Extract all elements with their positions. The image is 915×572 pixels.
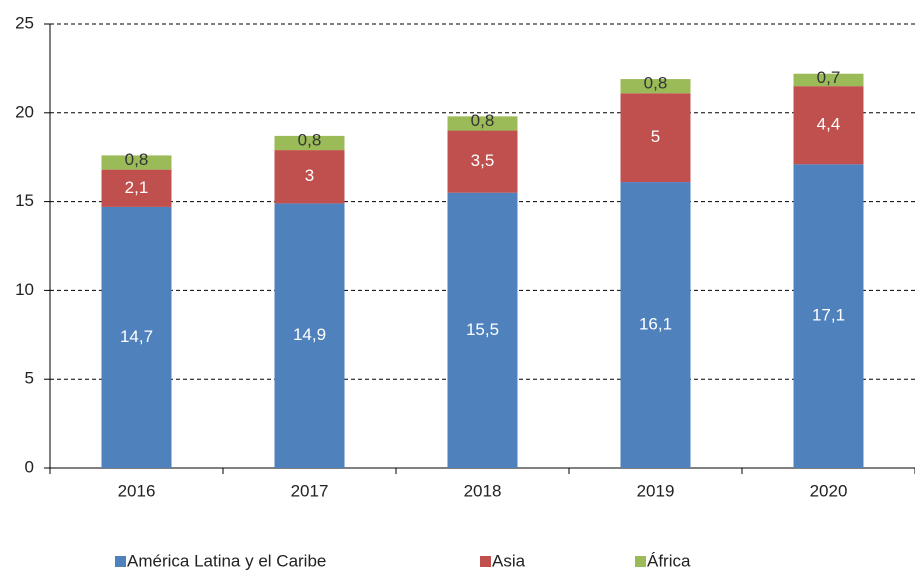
y-tick-label: 15 (15, 191, 34, 210)
legend-label: Asia (492, 551, 526, 570)
data-label: 3 (305, 166, 314, 185)
y-tick-label: 0 (25, 457, 34, 476)
bar-segment (620, 93, 691, 183)
y-tick-label: 25 (15, 13, 34, 32)
bar-segment (793, 73, 864, 87)
data-label: 0,7 (817, 68, 841, 87)
bar-segment (620, 79, 691, 94)
data-label: 2,1 (125, 178, 149, 197)
data-label: 17,1 (812, 306, 845, 325)
bar-segment (793, 164, 864, 468)
legend-swatch (480, 556, 491, 567)
data-label: 15,5 (466, 320, 499, 339)
legend-label: América Latina y el Caribe (127, 551, 326, 570)
data-label: 0,8 (298, 130, 322, 149)
data-label: 14,9 (293, 325, 326, 344)
data-label: 14,7 (120, 327, 153, 346)
data-label: 4,4 (817, 115, 841, 134)
data-label: 3,5 (471, 151, 495, 170)
legend-swatch (115, 556, 126, 567)
bar-segment (447, 130, 518, 193)
bar-segment (620, 182, 691, 468)
y-tick-label: 20 (15, 102, 34, 121)
y-tick-label: 10 (15, 280, 34, 299)
data-label: 16,1 (639, 315, 672, 334)
bar-segment (101, 155, 172, 170)
x-tick-label: 2016 (118, 481, 156, 500)
x-tick-label: 2020 (810, 481, 848, 500)
bar-segment (447, 116, 518, 131)
x-tick-label: 2018 (464, 481, 502, 500)
x-tick-label: 2017 (291, 481, 329, 500)
legend-label: África (647, 551, 691, 570)
bar-segment (447, 192, 518, 468)
bar-segment (274, 135, 345, 151)
bar-segment (274, 150, 345, 204)
bar-segment (793, 86, 864, 165)
bar-segment (101, 206, 172, 469)
data-label: 5 (651, 127, 660, 146)
bar-segment (274, 203, 345, 468)
bar-segment (101, 169, 172, 207)
x-tick-label: 2019 (637, 481, 675, 500)
data-label: 0,8 (644, 74, 668, 93)
y-tick-label: 5 (25, 369, 34, 388)
data-label: 0,8 (125, 150, 149, 169)
data-label: 0,8 (471, 111, 495, 130)
legend-swatch (635, 556, 646, 567)
